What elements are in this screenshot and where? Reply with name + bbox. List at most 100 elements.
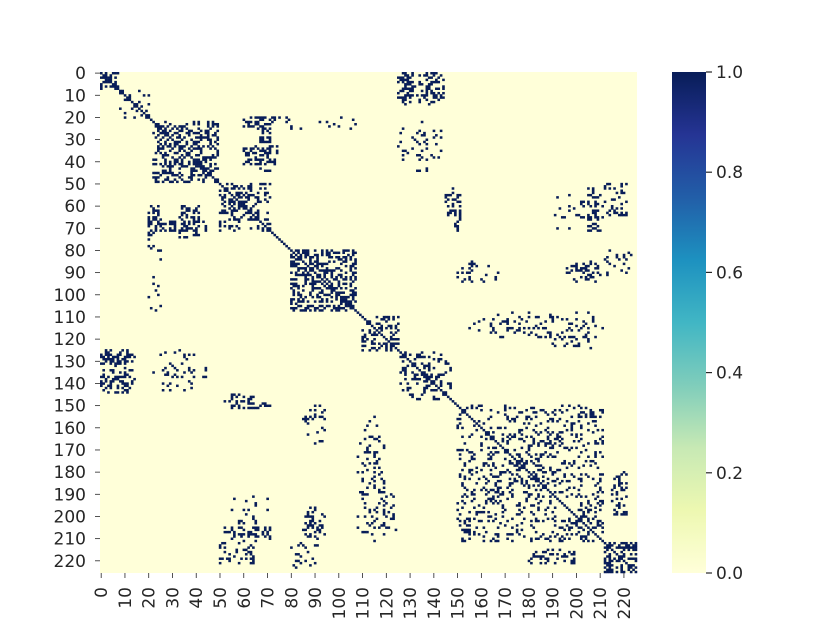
heatmap-cell (123, 384, 127, 388)
heatmap-cell (584, 459, 588, 463)
heatmap-cell (594, 462, 597, 465)
heatmap-cell (570, 433, 574, 436)
heatmap-cell (164, 351, 167, 354)
heatmap-cell (579, 200, 583, 204)
heatmap-cell (309, 258, 312, 261)
heatmap-cell (164, 169, 167, 173)
heatmap-cell (259, 149, 262, 153)
heatmap-cell (261, 127, 265, 130)
heatmap-cell (259, 187, 262, 190)
heatmap-cell (511, 435, 514, 439)
heatmap-cell (197, 160, 201, 164)
heatmap-cell (458, 193, 462, 197)
heatmap-cell (147, 94, 151, 97)
heatmap-cell (230, 395, 234, 399)
heatmap-cell (126, 351, 129, 354)
heatmap-cell (337, 293, 341, 297)
heatmap-cell (444, 362, 448, 365)
heatmap-cell (530, 557, 533, 560)
heatmap-cell (470, 264, 474, 268)
heatmap-cell (625, 486, 628, 490)
heatmap-cell (161, 136, 165, 139)
heatmap-cell (461, 482, 464, 485)
y-tick-label: 130 (54, 352, 86, 372)
heatmap-cell (316, 306, 319, 310)
heatmap-cell (549, 442, 552, 445)
heatmap-cell (492, 475, 495, 478)
heatmap-cell (444, 196, 448, 199)
heatmap-cell (544, 513, 547, 516)
heatmap-cell (366, 338, 369, 341)
heatmap-cell (313, 413, 317, 416)
heatmap-cell (610, 568, 614, 572)
heatmap-cell (584, 413, 588, 416)
heatmap-cell (444, 371, 448, 374)
heatmap-cell (582, 205, 585, 208)
heatmap-cell (363, 493, 367, 496)
heatmap-cell (180, 165, 184, 168)
heatmap-cell (570, 464, 574, 467)
heatmap-cell (596, 522, 600, 525)
heatmap-cell (247, 209, 250, 212)
heatmap-cell (451, 187, 455, 190)
heatmap-cell (435, 78, 438, 82)
heatmap-cell (399, 355, 403, 359)
heatmap-cell (114, 391, 117, 394)
heatmap-cell (594, 420, 597, 423)
heatmap-cell (168, 162, 172, 166)
heatmap-cell (423, 375, 426, 379)
heatmap-cell (230, 404, 234, 407)
heatmap-cell (107, 391, 110, 394)
heatmap-cell (606, 182, 609, 186)
heatmap-cell (102, 389, 106, 392)
heatmap-cell (492, 318, 495, 321)
heatmap-cell (423, 389, 426, 392)
heatmap-cell (480, 408, 483, 412)
heatmap-cell (318, 262, 322, 266)
heatmap-cell (228, 207, 231, 210)
heatmap-cell (187, 176, 191, 179)
heatmap-cell (183, 389, 186, 392)
heatmap-cell (456, 517, 460, 521)
heatmap-cell (249, 218, 253, 221)
heatmap-cell (306, 306, 310, 310)
heatmap-cell (625, 544, 628, 547)
heatmap-cell (527, 415, 531, 419)
heatmap-cell (294, 306, 298, 310)
heatmap-cell (244, 147, 248, 150)
heatmap-cell (480, 519, 483, 523)
heatmap-cell (240, 526, 243, 529)
heatmap-cell (596, 216, 600, 219)
colorbar-tick-label: 0.6 (716, 263, 743, 283)
heatmap-cell (299, 256, 303, 259)
heatmap-cell (318, 280, 322, 283)
heatmap-cell (508, 490, 512, 494)
heatmap-cell (247, 533, 250, 536)
heatmap-cell (489, 415, 493, 419)
heatmap-cell (332, 306, 336, 310)
heatmap-cell (211, 154, 215, 157)
heatmap-cell (263, 182, 267, 186)
heatmap-cell (442, 91, 445, 95)
heatmap-cell (244, 557, 248, 560)
heatmap-cell (202, 375, 205, 379)
heatmap-cell (261, 154, 265, 157)
heatmap-cell (152, 162, 155, 166)
heatmap-cell (596, 519, 600, 523)
heatmap-cell (518, 466, 521, 470)
heatmap-cell (513, 417, 517, 421)
heatmap-cell (610, 198, 614, 201)
heatmap-cell (339, 269, 343, 272)
heatmap-cell (330, 295, 334, 299)
heatmap-cell (290, 253, 293, 257)
heatmap-cell (244, 211, 248, 215)
heatmap-cell (330, 282, 334, 286)
heatmap-cell (349, 293, 353, 297)
heatmap-cell (546, 331, 550, 334)
y-tick-label: 190 (54, 485, 86, 505)
heatmap-cell (266, 169, 269, 173)
heatmap-cell (192, 369, 196, 372)
heatmap-cell (594, 196, 597, 199)
heatmap-cell (176, 142, 179, 146)
heatmap-cell (211, 169, 215, 173)
